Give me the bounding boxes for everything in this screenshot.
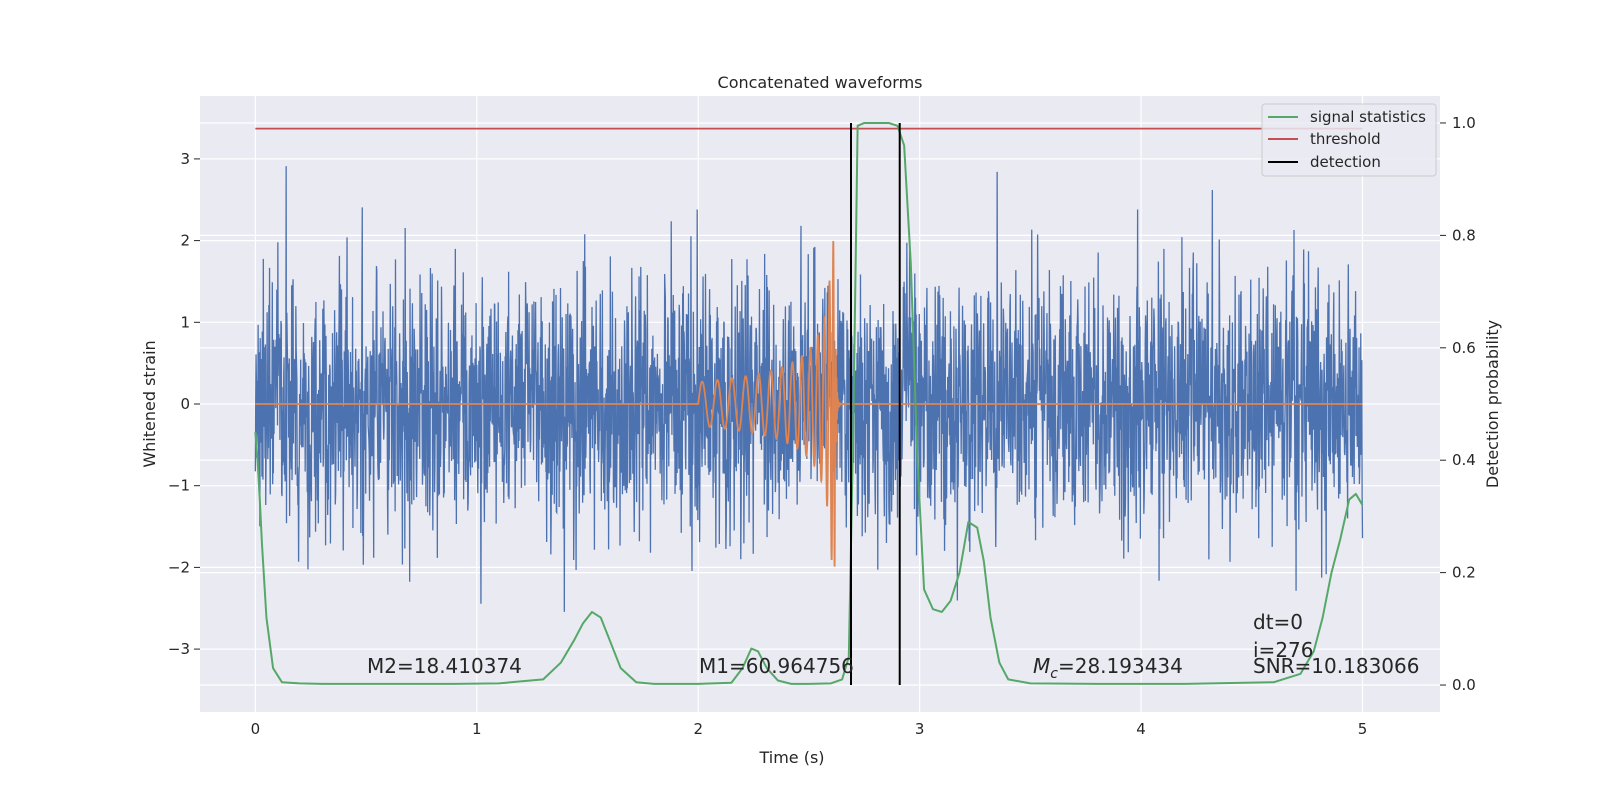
legend-label-signal-statistics: signal statistics — [1310, 108, 1426, 126]
y-right-tick-label: 0.4 — [1452, 451, 1476, 469]
x-tick-label: 0 — [251, 720, 261, 738]
legend-label-detection: detection — [1310, 153, 1381, 171]
annotation-mc-value: =28.193434 — [1058, 654, 1183, 678]
series-layer — [254, 121, 1364, 686]
annotation-snr: SNR=10.183066 — [1253, 654, 1419, 678]
annotation-i: i=276 — [1253, 638, 1314, 662]
y-axis-right-label: Detection probability — [1483, 320, 1502, 488]
y-left-tick-label: −2 — [168, 558, 190, 576]
annotation-m2: M2=18.410374 — [367, 654, 522, 678]
series-chirp-template-line — [255, 241, 1363, 567]
annotation-mc: Mc=28.193434 — [1033, 654, 1183, 682]
y-right-tick-label: 0.8 — [1452, 226, 1476, 244]
x-tick-label: 5 — [1358, 720, 1368, 738]
y-right-tick-label: 0.2 — [1452, 564, 1476, 582]
legend-label-threshold: threshold — [1310, 130, 1381, 148]
annotation-m1: M1=60.964756 — [699, 654, 854, 678]
legend: signal statistics threshold detection — [1261, 103, 1437, 177]
y-right-tick-label: 0.6 — [1452, 339, 1476, 357]
series-noisy-strain-line — [254, 166, 1364, 612]
chart-title: Concatenated waveforms — [718, 73, 923, 92]
annotation-mc-symbol: M — [1033, 654, 1050, 678]
y-left-tick-label: 0 — [180, 395, 190, 413]
y-right-tick-label: 1.0 — [1452, 114, 1476, 132]
annotation-mc-subscript: c — [1050, 666, 1058, 682]
series-signal-statistics-line — [254, 121, 1364, 685]
legend-box — [1261, 103, 1437, 177]
y-left-tick-label: 3 — [180, 150, 190, 168]
annotation-dt: dt=0 — [1253, 610, 1303, 634]
x-tick-label: 1 — [472, 720, 482, 738]
y-axis-left-label: Whitened strain — [140, 340, 159, 467]
x-tick-label: 4 — [1136, 720, 1146, 738]
tick-labels: 0 1 2 3 4 5 −3 −2 −1 0 1 2 3 0.0 0.2 0.4 0.6 0.8 1.0 — [168, 114, 1476, 738]
y-left-tick-label: 1 — [180, 313, 190, 331]
y-left-tick-label: −1 — [168, 477, 190, 495]
y-left-tick-label: −3 — [168, 640, 190, 658]
y-right-tick-label: 0.0 — [1452, 676, 1476, 694]
x-tick-label: 3 — [915, 720, 925, 738]
x-tick-label: 2 — [693, 720, 703, 738]
y-left-tick-label: 2 — [180, 232, 190, 250]
x-axis-label: Time (s) — [758, 748, 824, 767]
